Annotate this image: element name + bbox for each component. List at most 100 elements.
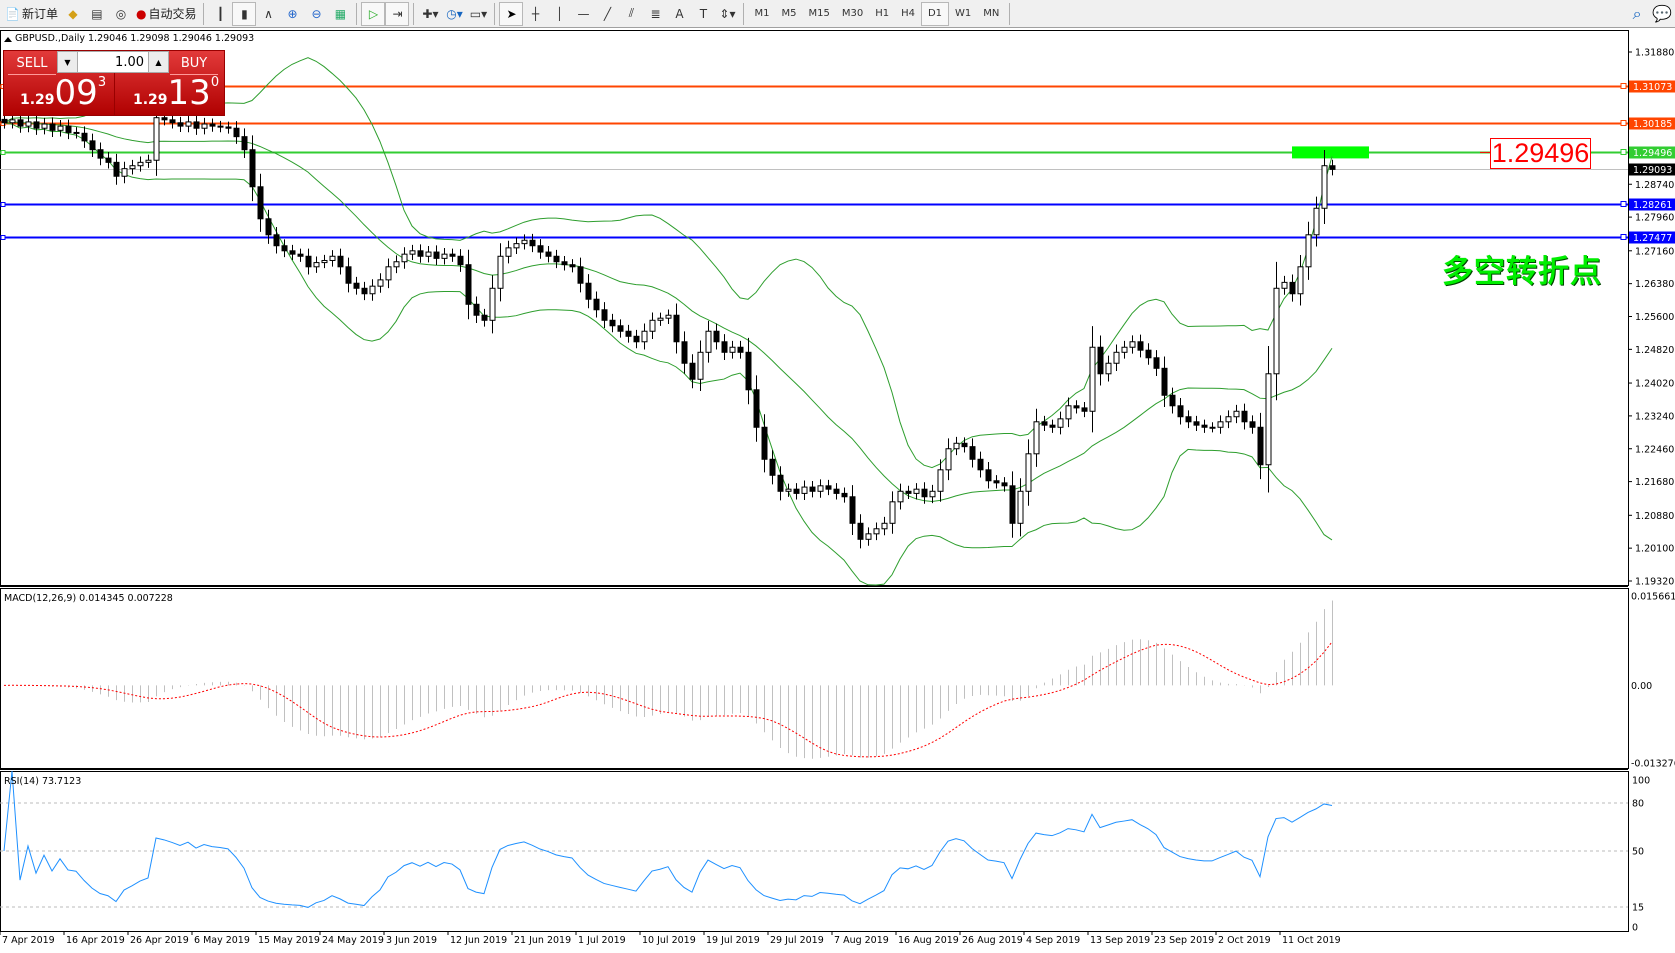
fibonacci-button[interactable]: ≣: [643, 2, 667, 26]
chat-icon[interactable]: 💬: [1652, 4, 1672, 23]
candle-bear: [89, 140, 96, 151]
candle-bull: [129, 165, 136, 170]
timeframe-mn[interactable]: MN: [983, 8, 1000, 19]
date-label: 4 Sep 2019: [1026, 935, 1080, 946]
lot-size-input[interactable]: 1.00: [78, 52, 148, 72]
candle-bear: [673, 314, 680, 343]
candle-bear: [353, 282, 360, 289]
lot-size-stepper[interactable]: ▼ 1.00 ▲: [57, 51, 169, 73]
candle-bear: [1145, 349, 1152, 359]
timeframe-h1[interactable]: H1: [875, 8, 890, 19]
candle-bear: [281, 245, 288, 252]
auto-trading-button[interactable]: ● 自动交易: [133, 2, 200, 26]
timeframe-m30[interactable]: M30: [841, 8, 864, 19]
candle-bull: [145, 159, 152, 163]
text-button[interactable]: A: [667, 2, 691, 26]
candle-bear: [977, 458, 984, 471]
trendline-button[interactable]: ╱: [595, 2, 619, 26]
lot-decrease-icon[interactable]: ▼: [58, 52, 78, 72]
lot-increase-icon[interactable]: ▲: [148, 52, 168, 72]
candle-bull: [497, 255, 504, 289]
toolbar-separator: [356, 2, 358, 25]
timeframe-w1[interactable]: W1: [955, 8, 972, 19]
candle-bull: [329, 255, 336, 261]
arrows-button[interactable]: ⇕▾: [715, 2, 739, 26]
timeframe-d1[interactable]: D1: [920, 1, 950, 26]
timeframe-h4[interactable]: H4: [901, 8, 915, 19]
candle-bear: [833, 488, 840, 494]
candle-bear: [1177, 405, 1184, 418]
timeframe-m1[interactable]: M1: [754, 8, 770, 19]
candle-bear: [985, 469, 992, 482]
candle-bear: [1009, 485, 1016, 524]
auto-scroll-button[interactable]: ▷: [361, 1, 386, 26]
text-label-button[interactable]: T: [691, 2, 715, 26]
candle-bull: [1265, 373, 1272, 466]
toolbar-separator: [1009, 2, 1011, 25]
candle-bear: [681, 341, 688, 364]
cursor-button[interactable]: ➤: [499, 1, 524, 26]
candle-bear: [217, 125, 224, 128]
zoom-out-button[interactable]: ⊖: [304, 2, 328, 26]
candle-bull: [521, 239, 528, 245]
candle-bull: [865, 533, 872, 540]
indicators-button[interactable]: ✚▾: [418, 2, 442, 26]
annotation-text[interactable]: 多空转折点: [1442, 254, 1602, 290]
price-label-bg: [1629, 163, 1675, 176]
candle-bear: [1097, 346, 1104, 375]
bar-chart-button[interactable]: ┃: [208, 2, 232, 26]
buy-price-pips: 13: [167, 73, 211, 113]
date-label: 3 Jun 2019: [386, 935, 437, 946]
buy-price-fraction: 0: [210, 75, 220, 90]
price-label-bg: [1629, 117, 1675, 130]
candle-bear: [105, 157, 112, 163]
candle-bear: [561, 261, 568, 266]
chart-shift-button[interactable]: ⇥: [385, 1, 410, 26]
templates-button[interactable]: ▭▾: [466, 2, 490, 26]
date-label: 13 Sep 2019: [1090, 935, 1150, 946]
macd-signal-line: [3, 641, 1333, 758]
candle-bull: [1065, 405, 1072, 420]
horizontal-line-button[interactable]: —: [571, 2, 595, 26]
price-tick-label: 1.25600: [1635, 312, 1674, 323]
candle-bear: [81, 132, 88, 142]
pivot-price-label[interactable]: 1.29496: [1490, 138, 1591, 169]
price-tick-label: 1.31880: [1635, 48, 1674, 59]
timeframe-m15[interactable]: M15: [808, 8, 830, 19]
search-icon[interactable]: ⌕: [1632, 3, 1642, 23]
date-label: 12 Jun 2019: [450, 935, 507, 946]
vertical-line-button[interactable]: │: [547, 2, 571, 26]
candle-bull: [817, 485, 824, 492]
candle-bear: [625, 330, 632, 337]
candle-bear: [1257, 426, 1264, 466]
candle-bull: [1313, 207, 1320, 236]
line-handle-icon: [0, 235, 6, 240]
chart-window[interactable]: 1.31880 1.28740 1.27960 1.27160 1.26380 1.256…: [0, 30, 1675, 950]
signal-button[interactable]: ◎: [109, 2, 133, 26]
candle-bear: [1, 118, 8, 124]
price-tick-label: 1.24820: [1635, 345, 1674, 356]
channel-button[interactable]: ⫽: [619, 2, 643, 26]
candle-bear: [457, 255, 464, 266]
zoom-in-button[interactable]: ⊕: [280, 2, 304, 26]
line-chart-button[interactable]: ∧: [256, 2, 280, 26]
candle-bull: [121, 168, 128, 177]
periods-button[interactable]: ◷▾: [442, 2, 466, 26]
market-watch-button[interactable]: ▤: [85, 2, 109, 26]
candle-bull: [1297, 266, 1304, 295]
timeframe-m5[interactable]: M5: [781, 8, 797, 19]
candle-bear: [1153, 357, 1160, 369]
candle-bear: [241, 136, 248, 151]
candlestick-button[interactable]: ▮: [232, 1, 257, 26]
line-chart-icon: ∧: [264, 6, 273, 21]
tile-windows-button[interactable]: ▦: [328, 2, 352, 26]
candle-bull: [1113, 351, 1120, 364]
chart-canvas[interactable]: 1.31880 1.28740 1.27960 1.27160 1.26380 1.256…: [0, 30, 1675, 950]
crosshair-button[interactable]: ┼: [523, 2, 547, 26]
candle-bull: [377, 279, 384, 287]
candle-bear: [737, 346, 744, 353]
gold-button[interactable]: ◆: [61, 2, 85, 26]
sell-price-prefix: 1.29: [20, 92, 55, 108]
toolbar-separator: [413, 2, 415, 25]
new-order-button[interactable]: 📄 新订单: [2, 2, 61, 26]
